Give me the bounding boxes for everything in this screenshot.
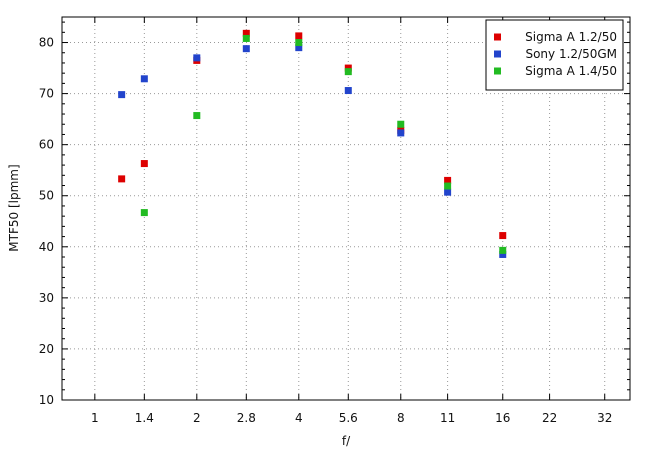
legend-label: Sigma A 1.2/50 (525, 30, 617, 44)
legend-marker (494, 50, 501, 58)
data-point (242, 29, 250, 37)
data-point (499, 232, 507, 240)
data-point (444, 182, 452, 190)
data-point (118, 91, 126, 99)
legend-label: Sigma A 1.4/50 (525, 64, 617, 78)
x-tick-label: 16 (495, 411, 510, 425)
x-tick-label: 22 (542, 411, 557, 425)
y-axis-label: MTF50 [lpmm] (7, 164, 21, 251)
y-tick-label: 10 (39, 393, 54, 407)
data-point (397, 120, 405, 128)
x-tick-label: 2 (193, 411, 201, 425)
x-tick-label: 5.6 (339, 411, 358, 425)
legend-marker (494, 33, 501, 41)
data-point (499, 246, 507, 254)
data-point (397, 129, 405, 137)
x-tick-label: 8 (397, 411, 405, 425)
data-point (499, 250, 507, 258)
y-tick-label: 20 (39, 342, 54, 356)
plot-frame (61, 16, 631, 401)
data-point (140, 160, 148, 168)
data-point (118, 175, 126, 183)
data-point (242, 34, 250, 42)
x-axis-label: f/ (342, 434, 351, 448)
x-tick-label: 4 (295, 411, 303, 425)
data-point (344, 87, 352, 95)
data-point (193, 112, 201, 120)
x-tick-label: 11 (440, 411, 455, 425)
data-point (295, 32, 303, 40)
x-tick-label: 2.8 (237, 411, 256, 425)
data-point (295, 44, 303, 52)
y-tick-label: 60 (39, 138, 54, 152)
data-point (444, 188, 452, 196)
y-tick-label: 50 (39, 189, 54, 203)
legend-label: Sony 1.2/50GM (525, 47, 617, 61)
data-point (344, 68, 352, 76)
data-point (295, 39, 303, 47)
y-tick-label: 80 (39, 36, 54, 50)
data-point (140, 75, 148, 83)
x-tick-label: 32 (597, 411, 612, 425)
data-point (242, 45, 250, 53)
data-point (193, 54, 201, 62)
y-tick-label: 30 (39, 291, 54, 305)
y-tick-label: 40 (39, 240, 54, 254)
data-point (140, 209, 148, 217)
data-point (444, 176, 452, 184)
data-points (118, 29, 507, 258)
axis-ticks: 10 20 30 40 50 60 70 80 1 1.4 2 2.8 4 5.6 8 11 16 22 32 (39, 17, 630, 425)
x-tick-label: 1.4 (135, 411, 154, 425)
legend-marker (494, 67, 501, 75)
legend-box (485, 19, 624, 91)
x-tick-label: 1 (91, 411, 99, 425)
legend: Sigma A 1.2/50 Sony 1.2/50GM Sigma A 1.4/5… (485, 19, 624, 91)
data-point (344, 64, 352, 72)
y-tick-label: 70 (39, 87, 54, 101)
